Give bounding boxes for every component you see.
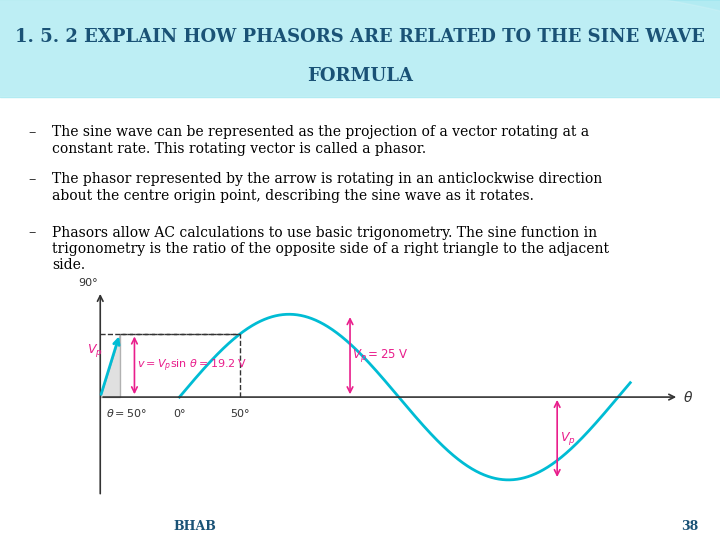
Text: 1. 5. 2 EXPLAIN HOW PHASORS ARE RELATED TO THE SINE WAVE: 1. 5. 2 EXPLAIN HOW PHASORS ARE RELATED … (15, 28, 705, 46)
Text: 50°: 50° (230, 409, 250, 419)
Text: –: – (28, 226, 35, 240)
Text: 0°: 0° (174, 409, 186, 419)
Text: –: – (28, 172, 35, 186)
Text: FORMULA: FORMULA (307, 67, 413, 85)
Text: $V_p$: $V_p$ (87, 342, 103, 359)
Text: $\theta = 50°$: $\theta = 50°$ (107, 407, 148, 419)
Text: The phasor represented by the arrow is rotating in an anticlockwise direction
ab: The phasor represented by the arrow is r… (53, 172, 603, 202)
Text: $v = V_p\mathrm{sin}\ \theta= 19.2\ \mathrm{V}$: $v = V_p\mathrm{sin}\ \theta= 19.2\ \mat… (137, 357, 247, 374)
Text: $\theta$: $\theta$ (683, 389, 693, 404)
Text: BHAB: BHAB (173, 520, 216, 533)
Text: $V_p= 25\ \mathrm{V}$: $V_p= 25\ \mathrm{V}$ (353, 347, 409, 364)
Text: 90°: 90° (78, 278, 98, 288)
Text: Phasors allow AC calculations to use basic trigonometry. The sine function in
tr: Phasors allow AC calculations to use bas… (53, 226, 609, 272)
Text: The sine wave can be represented as the projection of a vector rotating at a
con: The sine wave can be represented as the … (53, 125, 590, 156)
Text: $V_p$: $V_p$ (559, 430, 575, 447)
Polygon shape (100, 334, 120, 397)
Text: 38: 38 (681, 520, 698, 533)
Text: –: – (28, 125, 35, 139)
